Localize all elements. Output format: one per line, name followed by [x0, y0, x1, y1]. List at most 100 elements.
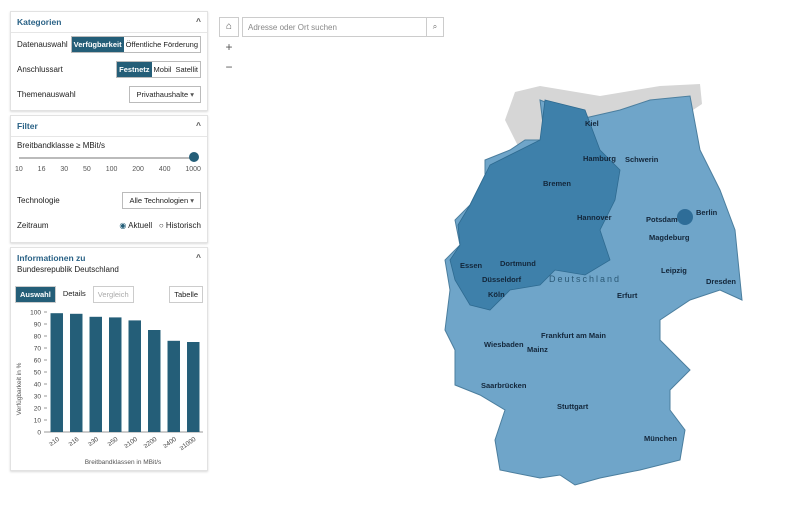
select[interactable]: Alle Technologien	[122, 191, 201, 209]
city-label: Leipzig	[661, 266, 687, 275]
city-label: Potsdam	[646, 215, 678, 224]
row: Zeitraum ◉ Aktuell ○ Historisch	[17, 217, 201, 233]
city-label: Schwerin	[625, 155, 659, 164]
row: Technologie Alle Technologien	[17, 191, 201, 209]
city-label: Köln	[488, 290, 505, 299]
panel-title[interactable]: Kategorien	[11, 12, 207, 33]
home-button[interactable]: ⌂	[219, 17, 239, 37]
city-label: Berlin	[696, 208, 718, 217]
option[interactable]: Öffentliche Förderung	[125, 39, 198, 49]
slider-tick-label: 16	[37, 166, 46, 173]
bar	[148, 330, 161, 432]
zoom-out[interactable]: −	[225, 60, 233, 74]
city-label: Stuttgart	[557, 402, 589, 411]
panel-kategorien: Kategorien Datenauswahl VerfügbarkeitÖff…	[10, 11, 208, 111]
region-dark	[449, 99, 621, 311]
panel-subtitle: Bundesrepublik Deutschland	[17, 265, 119, 274]
label: Datenauswahl	[17, 39, 68, 49]
row: Themenauswahl Privathaushalte	[17, 85, 201, 103]
y-tick-label: 50	[34, 370, 42, 377]
city-label: Kiel	[585, 119, 599, 128]
city-label: Düsseldorf	[482, 275, 522, 284]
bar	[50, 313, 63, 432]
bar	[128, 320, 141, 432]
y-tick-label: 30	[34, 394, 42, 401]
y-tick-label: 60	[34, 358, 42, 365]
slider-tick-label: 30	[60, 166, 69, 173]
label: Zeitraum	[17, 220, 49, 230]
city-label: Deutschland	[549, 274, 621, 284]
radio-group: ◉ Aktuell ○ Historisch	[119, 221, 201, 230]
slider-tick-label: 50	[83, 166, 91, 173]
radio[interactable]: ○	[158, 220, 166, 230]
berlin-area	[677, 209, 693, 225]
y-tick-label: 20	[34, 406, 42, 413]
radio-label[interactable]: Historisch	[165, 220, 201, 230]
y-tick-label: 40	[34, 382, 42, 389]
button[interactable]: Vergleich	[92, 286, 134, 303]
search-placeholder: Adresse oder Ort suchen	[248, 23, 337, 32]
x-tick-label: ≥1000	[179, 436, 198, 452]
button[interactable]: Auswahl	[15, 286, 56, 303]
slider-ticks: 10 16 30 50 100 200 400 1000	[15, 166, 201, 173]
chart: Verfügbarkeit in % Breitbandklassen in M…	[16, 310, 203, 466]
segmented: Festnetz Mobil Satellit	[116, 60, 201, 78]
bar	[109, 317, 122, 432]
x-axis-label: Breitbandklassen in MBit/s	[85, 459, 162, 466]
x-tick-label: ≥30	[87, 436, 100, 448]
select[interactable]: Privathaushalte	[129, 85, 201, 103]
bar	[167, 340, 180, 432]
y-tick-label: 70	[34, 346, 42, 353]
search-box[interactable]: Adresse oder Ort suchen ⌕	[242, 17, 444, 37]
city-label: München	[644, 434, 677, 443]
option[interactable]: Mobil	[153, 64, 172, 74]
label: Themenauswahl	[17, 89, 76, 99]
city-label: Bremen	[543, 179, 571, 188]
x-tick-label: ≥10	[48, 436, 61, 448]
y-tick-label: 90	[34, 322, 42, 329]
bar	[89, 316, 102, 432]
radio-label[interactable]: Aktuell	[128, 220, 153, 230]
zoom-in[interactable]: +	[225, 40, 233, 54]
city-label: Hannover	[577, 213, 612, 222]
y-tick-label: 100	[30, 310, 41, 317]
button[interactable]: Details	[62, 289, 86, 298]
segmented: Verfügbarkeit Öffentliche Förderung	[70, 35, 201, 53]
city-label: Dresden	[706, 277, 736, 286]
panel-title[interactable]: Informationen zu	[11, 248, 207, 263]
option[interactable]: Festnetz	[117, 61, 152, 77]
city-label: Dortmund	[500, 259, 536, 268]
panel-filter: Filter Breitbandklasse ≥ MBit/s 10 16 30 50…	[10, 115, 208, 243]
search-icon[interactable]: ⌕	[426, 18, 443, 36]
x-tick-label: ≥16	[68, 436, 81, 448]
radio[interactable]: ◉	[119, 220, 129, 230]
city-label: Essen	[460, 261, 483, 270]
slider-tick-label: 200	[132, 166, 144, 173]
slider-tick-label: 400	[158, 166, 171, 173]
option[interactable]: Satellit	[175, 64, 198, 74]
y-tick-label: 80	[34, 334, 42, 341]
bar	[70, 313, 83, 432]
city-label: Erfurt	[617, 291, 638, 300]
label: Technologie	[17, 195, 60, 205]
slider-tick-label: 1000	[185, 166, 201, 173]
button[interactable]: Tabelle	[169, 286, 203, 303]
city-label: Saarbrücken	[481, 381, 527, 390]
slider-label: Breitbandklasse ≥ MBit/s	[17, 141, 105, 150]
x-tick-label: ≥200	[143, 436, 159, 450]
slider-tick-label: 10	[15, 166, 23, 173]
option[interactable]: Verfügbarkeit	[71, 36, 124, 52]
panel-title[interactable]: Filter	[11, 116, 207, 137]
row: Anschlussart Festnetz Mobil Satellit	[17, 60, 201, 78]
bar	[187, 342, 200, 432]
city-label: Wiesbaden	[484, 340, 524, 349]
slider-handle[interactable]	[189, 152, 199, 162]
row: Datenauswahl Verfügbarkeit Öffentliche Fö…	[17, 35, 201, 53]
y-axis-label: Verfügbarkeit in %	[16, 362, 23, 415]
x-tick-label: ≥100	[123, 436, 139, 450]
city-label: Hamburg	[583, 154, 616, 163]
city-label: Frankfurt am Main	[541, 331, 606, 340]
panel-info: Informationen zu Bundesrepublik Deutschl…	[10, 247, 208, 471]
slider-track	[19, 157, 193, 159]
